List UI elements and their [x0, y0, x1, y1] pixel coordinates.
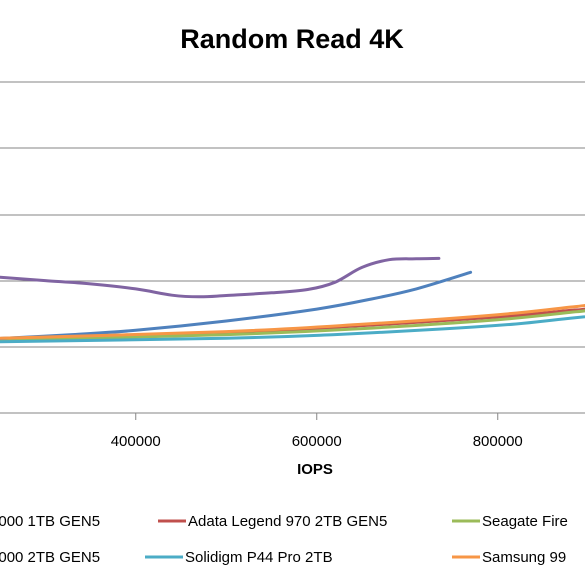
x-tick-label-2: 800000	[473, 433, 523, 450]
series-line-2	[0, 309, 585, 342]
legend: s 12000 1TB GEN5 Adata Legend 970 2TB GEN…	[0, 513, 568, 566]
x-tick-label-0: 400000	[111, 433, 161, 450]
gridlines	[0, 81, 585, 348]
x-tick-label-1: 600000	[292, 433, 342, 450]
legend-label-5: Samsung 99	[482, 549, 566, 566]
legend-label-3: s 10000 2TB GEN5	[0, 549, 100, 566]
legend-label-2: Seagate Fire	[482, 513, 568, 530]
legend-label-1: Adata Legend 970 2TB GEN5	[188, 513, 387, 530]
chart-title: Random Read 4K	[180, 24, 404, 54]
series-line-4	[0, 315, 585, 344]
x-axis-label: IOPS	[297, 461, 333, 478]
series-line-0	[0, 256, 441, 299]
series-line-5	[0, 303, 585, 340]
x-axis-ticks: 400000 600000 800000	[111, 413, 523, 450]
series-line-3	[0, 270, 473, 340]
legend-label-0: s 12000 1TB GEN5	[0, 513, 100, 530]
legend-label-4: Solidigm P44 Pro 2TB	[185, 549, 333, 566]
series-lines	[0, 256, 585, 344]
